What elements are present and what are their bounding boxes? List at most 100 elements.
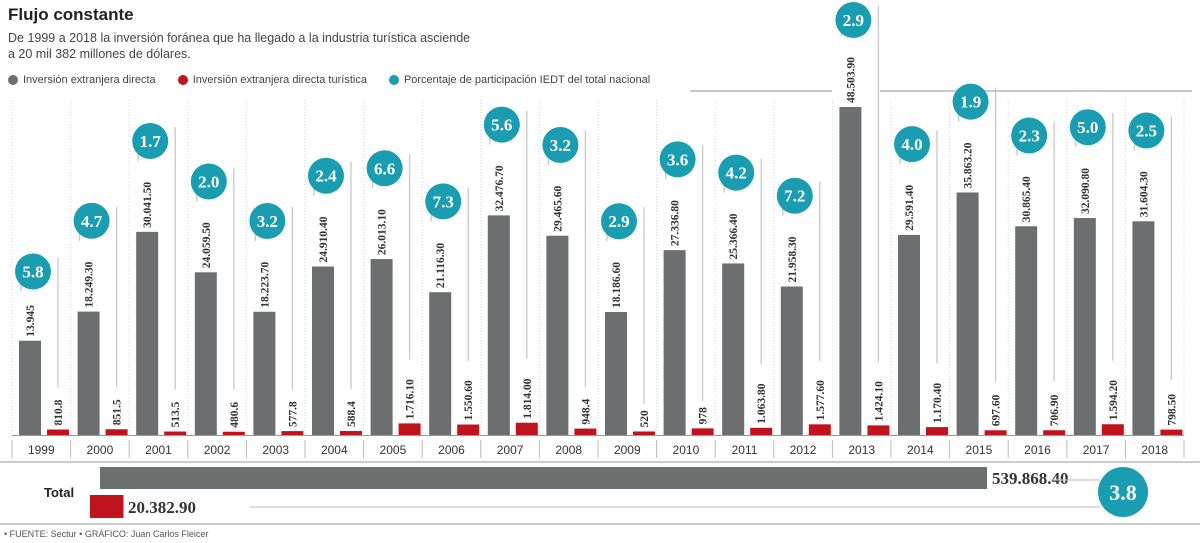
bar-iedt	[1043, 430, 1066, 435]
pct-bubble	[894, 126, 930, 163]
pct-bubble	[190, 163, 227, 200]
bar-iedt	[808, 424, 831, 435]
bar-ied-label: 24.910.40	[318, 216, 330, 262]
bar-iedt	[984, 430, 1007, 435]
pct-bubble	[425, 183, 462, 220]
pct-bubble	[73, 202, 110, 239]
bar-ied	[312, 266, 334, 435]
x-tick-label: 2012	[790, 443, 817, 457]
bar-iedt	[47, 429, 69, 435]
bar-ied	[429, 292, 452, 435]
pct-label: 1.9	[960, 93, 981, 112]
bar-ied	[19, 340, 41, 435]
pct-label: 5.0	[1077, 118, 1098, 137]
total-label: Total	[44, 485, 74, 500]
total-pct-label: 3.8	[1109, 480, 1137, 505]
pct-bubble	[835, 2, 872, 38]
bar-ied-label: 32.476.70	[494, 165, 506, 211]
bar-ied	[956, 192, 979, 435]
x-tick-label: 2015	[966, 443, 993, 457]
bar-ied-label: 35.863.20	[963, 142, 975, 188]
legend-item-ied: Inversión extranjera directa	[8, 74, 156, 86]
bar-iedt	[222, 431, 245, 435]
legend-dot-red-icon	[177, 75, 188, 85]
pct-bubble	[1069, 109, 1106, 146]
bar-ied-label: 13.945	[25, 305, 37, 337]
bar-iedt-label: 588.4	[346, 401, 358, 427]
bar-iedt	[867, 425, 890, 435]
bar-iedt	[515, 422, 538, 435]
pct-label: 7.2	[784, 187, 805, 206]
pct-bubble	[718, 154, 755, 191]
legend: Inversión extranjera directa Inversión e…	[8, 74, 650, 86]
pct-label: 4.7	[81, 212, 103, 231]
bar-iedt-label: 1.424.10	[873, 381, 885, 422]
bar-ied	[1132, 221, 1155, 435]
bar-iedt-label: 978	[698, 407, 710, 425]
pct-bubble	[776, 177, 813, 214]
bar-ied	[722, 263, 745, 435]
bar-iedt	[1101, 424, 1124, 435]
x-tick-label: 2010	[673, 443, 700, 457]
x-tick-label: 2002	[204, 443, 231, 457]
pct-label: 5.8	[22, 262, 43, 281]
bar-iedt-label: 1.550.60	[463, 380, 475, 421]
x-tick-label: 2005	[380, 443, 407, 457]
pct-bubble	[308, 157, 344, 194]
bar-iedt-label: 851.5	[112, 399, 124, 425]
total-bar-iedt	[90, 495, 124, 518]
bar-ied	[370, 259, 393, 435]
bar-ied	[605, 312, 627, 435]
pct-bubble	[15, 253, 51, 290]
pct-label: 4.0	[901, 135, 922, 154]
total-pct-bubble	[1098, 467, 1148, 517]
x-tick-label: 2017	[1083, 443, 1110, 457]
pct-label: 7.3	[433, 192, 454, 211]
total-ied-label: 539.868.40	[992, 469, 1069, 488]
bar-ied	[136, 231, 159, 435]
bar-ied-label: 26.013.10	[377, 209, 389, 255]
legend-label: Inversión extranjera directa turística	[192, 74, 367, 86]
legend-dot-teal-icon	[388, 75, 399, 85]
pct-label: 3.6	[667, 150, 688, 169]
legend-item-iedt: Inversión extranjera directa turística	[177, 74, 367, 86]
bar-iedt	[340, 431, 362, 435]
x-tick-label: 2008	[555, 443, 582, 457]
bar-ied-label: 27.336.80	[670, 200, 682, 246]
pct-label: 2.4	[315, 167, 337, 186]
bar-ied-label: 30.041.50	[142, 182, 154, 228]
bar-iedt-label: 480.6	[229, 402, 241, 428]
pct-bubble	[1011, 117, 1048, 154]
bar-iedt	[457, 424, 480, 435]
legend-label: Porcentaje de participación IEDT del tot…	[403, 74, 651, 86]
bar-iedt	[281, 431, 304, 435]
bar-ied	[780, 286, 803, 435]
total-bar-ied	[100, 467, 987, 489]
bar-iedt	[750, 427, 773, 435]
pct-label: 2.0	[198, 173, 219, 192]
bar-iedt-label: 810.8	[53, 399, 65, 425]
bar-iedt	[574, 428, 597, 435]
pct-bubble	[659, 141, 696, 178]
x-tick-label: 2018	[1141, 443, 1168, 457]
bar-iedt-label: 1.063.80	[756, 383, 768, 424]
pct-bubble	[952, 83, 989, 120]
bar-ied	[1073, 217, 1096, 435]
bar-iedt-label: 1.577.60	[815, 380, 827, 421]
bar-ied-label: 48.503.90	[845, 57, 857, 103]
x-tick-label: 2007	[497, 443, 524, 457]
bar-ied-label: 24.059.50	[201, 222, 213, 268]
bar-ied	[487, 215, 510, 435]
x-tick-label: 2000	[87, 443, 114, 457]
bar-ied	[839, 107, 862, 435]
pct-label: 3.2	[550, 136, 571, 155]
pct-label: 5.6	[491, 116, 512, 135]
pct-label: 2.9	[608, 212, 629, 231]
bar-ied-label: 25.366.40	[728, 213, 740, 259]
x-tick-label: 2009	[614, 443, 641, 457]
pct-bubble	[1128, 112, 1165, 149]
bar-iedt	[1160, 429, 1183, 435]
bar-ied-label: 29.591.40	[904, 185, 916, 231]
bar-iedt-label: 948.4	[580, 398, 592, 424]
bar-ied-label: 29.465.60	[552, 185, 564, 231]
